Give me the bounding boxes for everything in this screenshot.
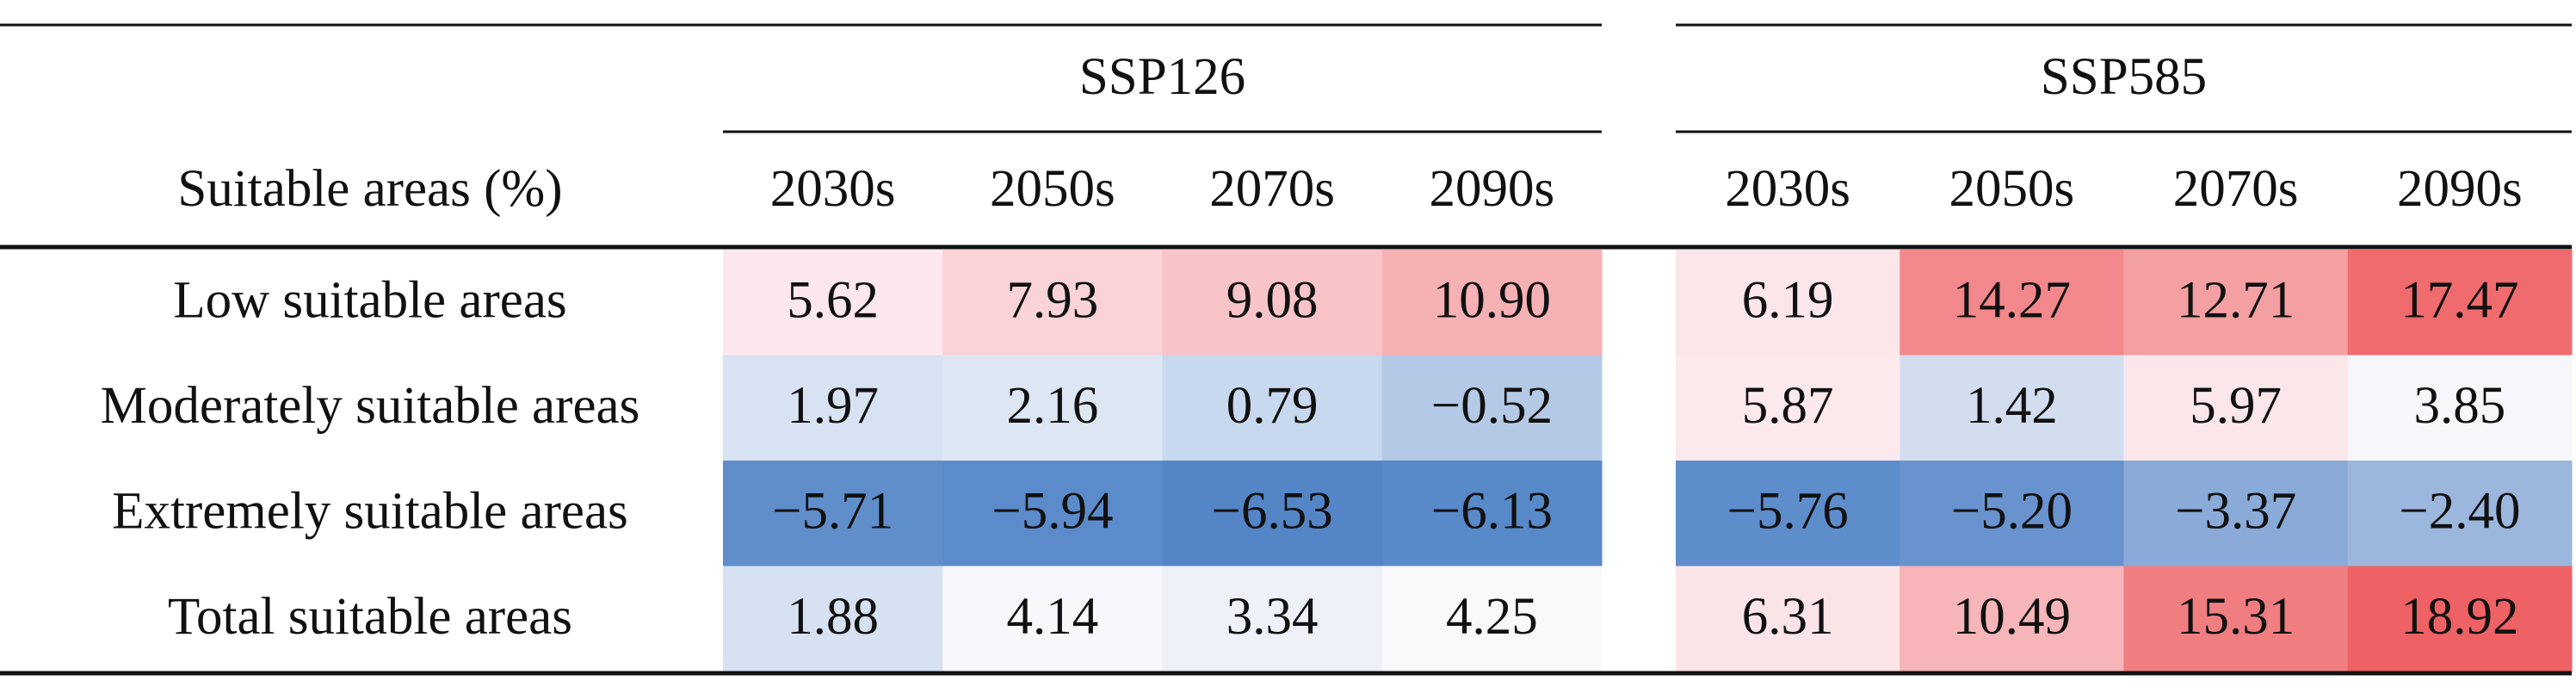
- year-label: 2030s: [770, 160, 896, 218]
- cell-value: 10.90: [1433, 271, 1551, 329]
- cell-value: −0.52: [1431, 377, 1553, 435]
- row-label: Extremely suitable areas: [112, 482, 628, 540]
- cell-value: 3.34: [1226, 588, 1319, 646]
- cell: [1381, 566, 1603, 672]
- cell: [2347, 250, 2573, 356]
- cell-value: −5.20: [1951, 482, 2073, 540]
- cell-value: 4.25: [1446, 588, 1538, 646]
- year-label: 2070s: [2173, 160, 2299, 218]
- cell: [1162, 355, 1383, 461]
- group-label: SSP126: [1079, 48, 1245, 106]
- cell: [1381, 250, 1603, 356]
- cell: [2347, 566, 2573, 672]
- year-label: 2030s: [1725, 160, 1850, 218]
- cell: [942, 355, 1163, 461]
- cell: [723, 461, 943, 566]
- cell-value: 5.97: [2190, 377, 2282, 435]
- cell: [2123, 461, 2349, 566]
- cell-value: 6.19: [1742, 271, 1834, 329]
- cell-value: 1.88: [787, 588, 879, 646]
- cell: [1162, 566, 1383, 672]
- cell: [1162, 461, 1383, 566]
- year-label: 2050s: [990, 160, 1115, 218]
- cell: [1381, 355, 1603, 461]
- cell-value: 7.93: [1007, 271, 1099, 329]
- row-label: Total suitable areas: [168, 588, 572, 646]
- year-label: 2070s: [1209, 160, 1335, 218]
- cell: [1900, 250, 2124, 356]
- cell-value: 4.14: [1007, 588, 1099, 646]
- cell: [2123, 250, 2349, 356]
- cell: [1900, 461, 2124, 566]
- cell-value: 6.31: [1742, 588, 1834, 646]
- header-label: Suitable areas (%): [177, 160, 562, 218]
- cell-value: 10.49: [1953, 588, 2071, 646]
- cell-value: −5.76: [1727, 482, 1849, 540]
- cell-value: 1.97: [787, 377, 879, 435]
- row-label: Moderately suitable areas: [101, 377, 640, 435]
- cell: [942, 566, 1163, 672]
- year-label: 2050s: [1949, 160, 2075, 218]
- cell: [2347, 461, 2573, 566]
- cell: [1900, 355, 2124, 461]
- cell: [1676, 566, 1900, 672]
- cell-value: −5.94: [991, 482, 1113, 540]
- cell-value: −5.71: [772, 482, 893, 540]
- cell: [1676, 461, 1900, 566]
- cell-value: 2.16: [1007, 377, 1099, 435]
- cell: [723, 355, 943, 461]
- cell: [942, 250, 1163, 356]
- cell: [723, 566, 943, 672]
- cell-value: 3.85: [2414, 377, 2506, 435]
- cell-value: −2.40: [2399, 482, 2520, 540]
- cell: [1381, 461, 1603, 566]
- group-label: SSP585: [2041, 48, 2207, 106]
- year-label: 2090s: [1430, 160, 1555, 218]
- cell-value: −3.37: [2175, 482, 2296, 540]
- cell-value: 17.47: [2400, 271, 2518, 329]
- cell: [2347, 355, 2573, 461]
- cell: [2123, 355, 2349, 461]
- cell: [2123, 566, 2349, 672]
- cell-value: −6.53: [1212, 482, 1333, 540]
- cell: [723, 250, 943, 356]
- cell-value: 15.31: [2177, 588, 2295, 646]
- cell-value: 14.27: [1953, 271, 2071, 329]
- cell-value: 18.92: [2400, 588, 2518, 646]
- cell-value: −6.13: [1431, 482, 1553, 540]
- year-label: 2090s: [2397, 160, 2523, 218]
- cell-value: 5.87: [1742, 377, 1834, 435]
- row-label: Low suitable areas: [173, 271, 566, 329]
- cell-value: 5.62: [787, 271, 879, 329]
- cell: [1900, 566, 2124, 672]
- cell-value: 9.08: [1226, 271, 1319, 329]
- cell: [1676, 355, 1900, 461]
- cell: [1676, 250, 1900, 356]
- cell-value: 0.79: [1226, 377, 1319, 435]
- cell-value: 12.71: [2177, 271, 2295, 329]
- cell: [1162, 250, 1383, 356]
- cell-value: 1.42: [1966, 377, 2058, 435]
- cell: [942, 461, 1163, 566]
